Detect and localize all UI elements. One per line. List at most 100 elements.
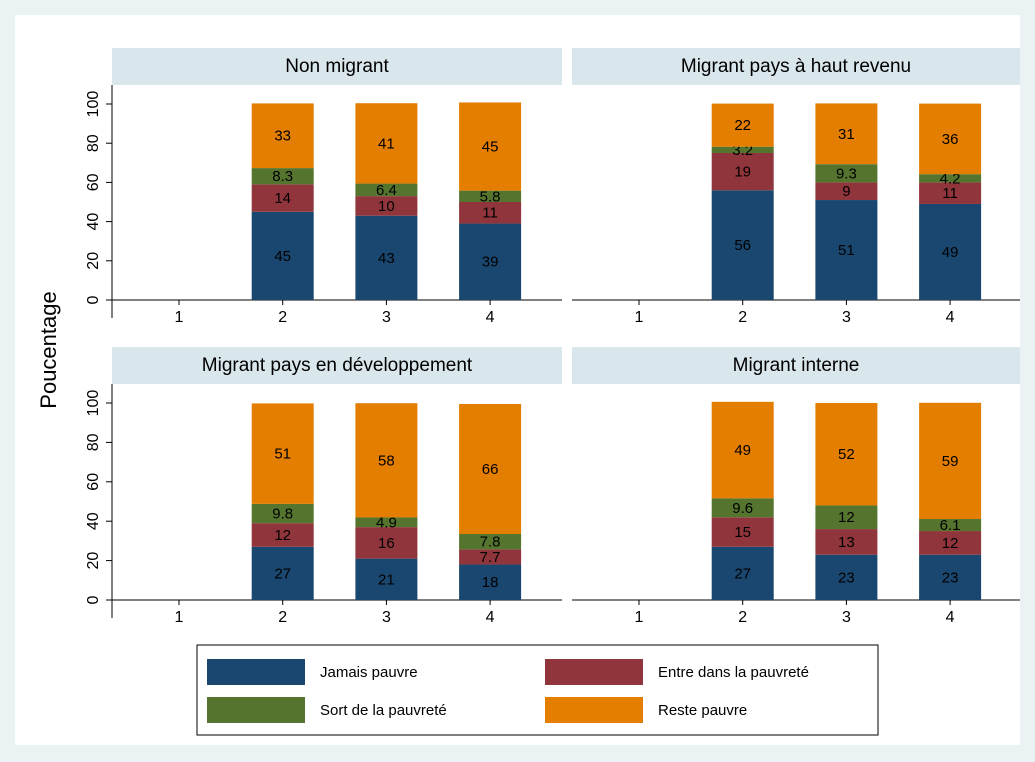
bar-segment [815,529,878,555]
panel-title: Migrant interne [733,355,860,376]
y-tick-label: 0 [85,295,102,304]
data-label: 7.8 [480,534,501,551]
bar-segment [919,182,982,204]
data-label: 58 [378,452,395,469]
bar-segment [459,534,522,550]
data-label: 9.6 [732,500,753,517]
bar-segment [711,153,774,191]
bar-segment [251,503,314,524]
y-axis-label: Poucentage [36,291,61,408]
data-label: 41 [378,135,395,152]
bar-segment [919,519,982,532]
data-label: 12 [274,527,291,544]
data-label: 14 [274,190,291,207]
data-label: 36 [942,131,959,148]
bar-segment [251,523,314,547]
bar-segment [815,164,878,183]
bar-segment [815,200,878,300]
bar-segment [355,517,418,528]
bar-segment [815,403,878,506]
bar-segment [815,505,878,530]
bar-segment [919,203,982,300]
data-label: 21 [378,571,395,588]
y-tick-label: 80 [85,134,102,152]
bar-segment [355,103,418,184]
panel-title: Migrant pays à haut revenu [681,56,911,77]
x-tick-label: 1 [635,309,644,326]
bar-segment [459,102,522,191]
data-label: 19 [734,164,751,181]
bar-segment [355,183,418,197]
bar-segment [711,190,774,300]
bar-segment [251,184,314,212]
bar-segment [815,554,878,600]
y-tick-label: 20 [85,552,102,570]
x-tick-label: 3 [842,609,851,626]
data-label: 4.2 [940,170,961,187]
bar-segment [711,517,774,547]
data-label: 59 [942,453,959,470]
bar-segment [459,564,522,600]
bar-segment [815,103,878,165]
legend-label: Sort de la pauvreté [320,702,447,719]
data-label: 15 [734,524,751,541]
y-tick-label: 60 [85,473,102,491]
bar-segment [711,401,774,499]
data-label: 23 [838,569,855,586]
data-label: 27 [734,565,751,582]
bar-segment [919,174,982,183]
data-label: 56 [734,237,751,254]
data-label: 8.3 [272,168,293,185]
bar-segment [355,558,418,600]
x-tick-label: 3 [382,309,391,326]
legend-swatch [207,697,305,723]
panel-header [572,347,1020,384]
x-tick-label: 4 [486,609,495,626]
data-label: 49 [734,442,751,459]
bar-segment [459,403,522,535]
data-label: 4.9 [376,514,397,531]
legend-label: Jamais pauvre [320,664,418,681]
data-label: 51 [838,242,855,259]
bar-segment [251,211,314,300]
data-label: 10 [378,198,395,215]
legend-swatch [545,697,643,723]
x-tick-label: 1 [175,309,184,326]
y-tick-label: 40 [85,512,102,530]
bar-segment [919,554,982,600]
data-label: 12 [942,535,959,552]
data-label: 33 [274,128,291,145]
bar-segment [459,223,522,300]
data-label: 45 [274,248,291,265]
x-tick-label: 2 [738,609,747,626]
data-label: 43 [378,250,395,267]
data-label: 16 [378,535,395,552]
data-label: 45 [482,139,499,156]
data-label: 49 [942,244,959,261]
panel-title: Non migrant [285,56,389,77]
data-label: 9.8 [272,505,293,522]
data-label: 18 [482,574,499,591]
y-tick-label: 80 [85,433,102,451]
data-label: 7.7 [480,549,501,566]
x-tick-label: 4 [946,309,955,326]
data-label: 31 [838,126,855,143]
data-label: 11 [942,185,958,202]
bar-segment [459,549,522,565]
data-label: 51 [274,446,291,463]
x-tick-label: 2 [738,309,747,326]
bar-segment [355,527,418,559]
data-label: 9.3 [836,165,857,182]
bar-segment [251,103,314,169]
data-label: 39 [482,254,499,271]
panel-header [112,48,562,85]
bar-segment [815,182,878,201]
legend-label: Reste pauvre [658,702,747,719]
x-tick-label: 2 [278,309,287,326]
x-tick-label: 2 [278,609,287,626]
bar-segment [711,546,774,600]
y-tick-label: 40 [85,213,102,231]
data-label: 52 [838,446,855,463]
x-tick-label: 3 [842,309,851,326]
x-tick-label: 4 [486,309,495,326]
